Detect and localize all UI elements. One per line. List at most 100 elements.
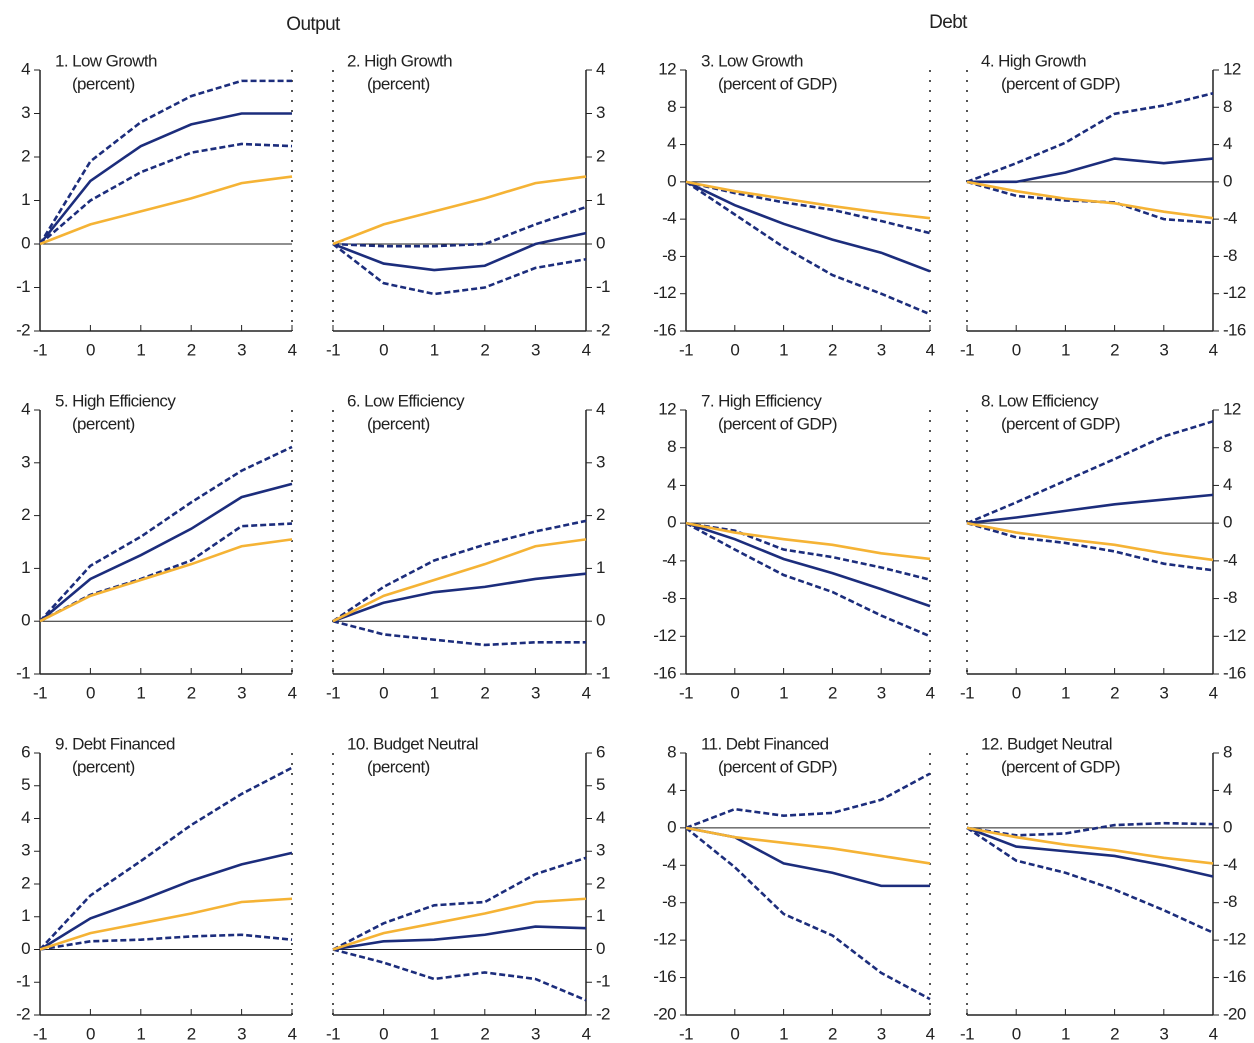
- series-line: [39, 445, 293, 623]
- y-tick-label: -1: [16, 277, 30, 296]
- x-tick-label: 1: [779, 683, 788, 702]
- x-tick-label: 3: [237, 683, 246, 702]
- x-tick-label: 0: [1012, 1024, 1021, 1043]
- y-tick-label: -2: [16, 320, 30, 339]
- x-tick-label: 0: [379, 340, 388, 359]
- x-tick-label: 4: [582, 340, 591, 359]
- y-tick-label: -20: [1223, 1004, 1246, 1023]
- series-line: [967, 157, 1214, 184]
- series-line: [39, 538, 293, 623]
- series-line: [966, 92, 1214, 184]
- y-tick-label: -8: [1223, 246, 1237, 265]
- section-heading: Debt: [929, 12, 968, 33]
- y-tick-label: 8: [667, 97, 676, 116]
- y-tick-label: -4: [1223, 209, 1237, 228]
- x-tick-label: 2: [187, 1024, 196, 1043]
- y-tick-label: -1: [16, 972, 30, 991]
- x-tick-label: 3: [1159, 1024, 1168, 1043]
- series-line: [685, 826, 931, 1001]
- y-tick-label: -2: [596, 320, 610, 339]
- y-tick-label: -8: [1223, 588, 1237, 607]
- y-tick-label: 4: [596, 808, 605, 827]
- x-tick-label: 0: [86, 1024, 95, 1043]
- x-tick-label: 3: [1159, 683, 1168, 702]
- x-tick-label: 1: [779, 1024, 788, 1043]
- x-tick-label: -1: [326, 683, 340, 702]
- x-tick-label: 4: [288, 340, 297, 359]
- x-tick-label: 4: [582, 1024, 591, 1043]
- y-tick-label: 2: [21, 873, 30, 892]
- y-tick-label: -16: [1223, 967, 1246, 986]
- panel-title: 10. Budget Neutral: [347, 734, 478, 753]
- x-tick-label: -1: [326, 1024, 340, 1043]
- y-tick-label: 6: [596, 742, 605, 761]
- y-tick-label: 0: [21, 939, 30, 958]
- series-line: [332, 205, 587, 248]
- x-tick-label: 1: [136, 683, 145, 702]
- series-line: [966, 493, 1214, 525]
- y-tick-label: -1: [16, 663, 30, 682]
- y-tick-label: 4: [667, 475, 676, 494]
- x-tick-label: 4: [926, 683, 935, 702]
- y-tick-label: 0: [1223, 513, 1232, 532]
- series-line: [685, 521, 931, 638]
- y-tick-label: 2: [596, 873, 605, 892]
- y-tick-label: 4: [667, 780, 676, 799]
- y-tick-label: 4: [1223, 134, 1232, 153]
- x-tick-label: 0: [379, 1024, 388, 1043]
- x-tick-label: 4: [582, 683, 591, 702]
- x-tick-label: 4: [1209, 340, 1218, 359]
- y-tick-label: 3: [596, 452, 605, 471]
- y-tick-label: 6: [21, 742, 30, 761]
- series-line: [332, 572, 587, 623]
- y-tick-label: 2: [596, 505, 605, 524]
- x-tick-label: 1: [1061, 1024, 1070, 1043]
- series-line: [332, 538, 587, 623]
- panel-title: 1. Low Growth: [55, 51, 157, 70]
- x-tick-label: -1: [679, 1024, 693, 1043]
- y-tick-label: 4: [1223, 475, 1232, 494]
- y-tick-label: -12: [653, 930, 676, 949]
- series-line: [966, 180, 1214, 220]
- series-line: [332, 519, 587, 623]
- y-tick-label: 2: [596, 146, 605, 165]
- x-tick-label: 0: [730, 1024, 739, 1043]
- x-tick-label: -1: [960, 683, 974, 702]
- x-tick-label: 0: [730, 340, 739, 359]
- x-tick-label: 0: [86, 683, 95, 702]
- y-tick-label: -8: [662, 588, 676, 607]
- x-tick-label: 1: [430, 683, 439, 702]
- panel-title: 8. Low Efficiency: [981, 391, 1099, 410]
- series-line: [39, 897, 293, 951]
- x-tick-label: 4: [926, 340, 935, 359]
- series-line: [332, 948, 587, 1002]
- series-line: [332, 231, 587, 272]
- y-tick-label: 4: [21, 808, 30, 827]
- y-tick-label: -1: [596, 972, 610, 991]
- y-tick-label: 4: [667, 134, 676, 153]
- panel-subtitle: (percent): [367, 757, 430, 776]
- x-tick-label: 2: [1110, 1024, 1119, 1043]
- x-tick-label: 4: [288, 683, 297, 702]
- y-tick-label: -4: [662, 855, 676, 874]
- series-line: [685, 521, 931, 581]
- x-tick-label: 1: [136, 340, 145, 359]
- y-tick-label: 1: [21, 190, 30, 209]
- y-tick-label: 3: [596, 103, 605, 122]
- panel-title: 11. Debt Financed: [701, 734, 829, 753]
- panel-subtitle: (percent): [72, 74, 135, 93]
- panel-subtitle: (percent of GDP): [718, 74, 837, 93]
- y-tick-label: -12: [1223, 626, 1246, 645]
- x-tick-label: -1: [679, 340, 693, 359]
- y-tick-label: -1: [596, 663, 610, 682]
- panel-title: 2. High Growth: [347, 51, 452, 70]
- y-tick-label: 4: [596, 59, 605, 78]
- y-tick-label: 12: [1223, 399, 1241, 418]
- panel-subtitle: (percent of GDP): [1001, 757, 1120, 776]
- y-tick-label: 4: [596, 399, 605, 418]
- x-tick-label: 0: [1012, 340, 1021, 359]
- y-tick-label: 0: [596, 611, 605, 630]
- series-line: [685, 180, 931, 220]
